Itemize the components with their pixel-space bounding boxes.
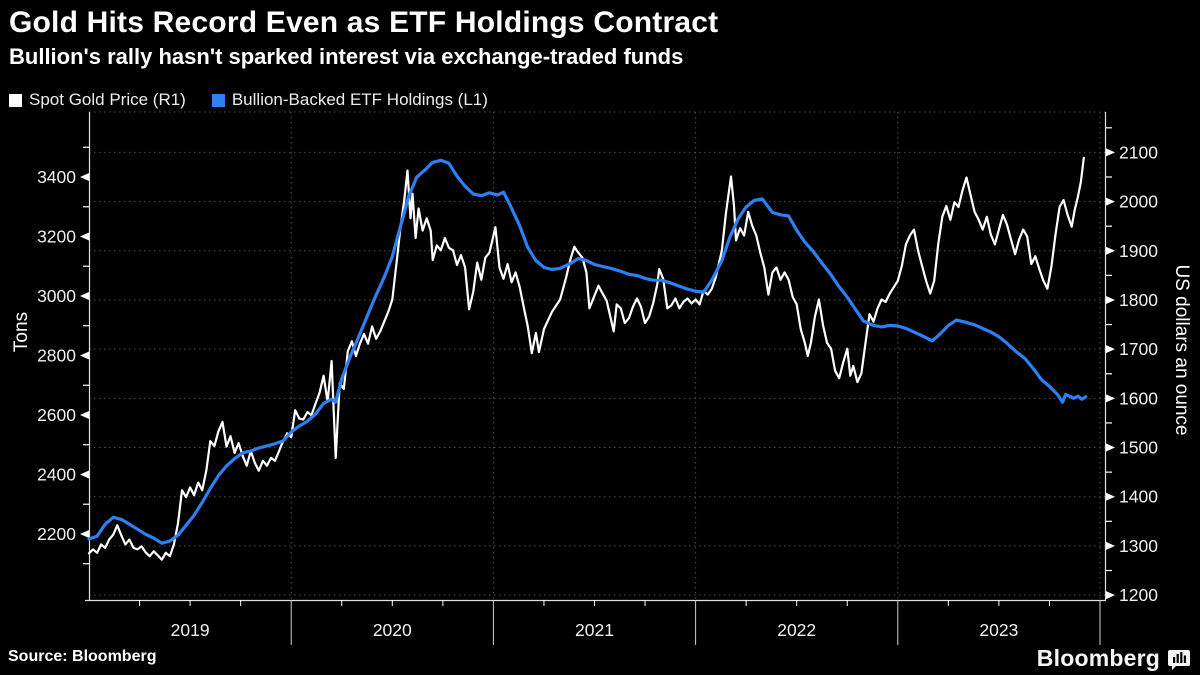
- right-axis-major-tick: [1106, 394, 1115, 403]
- etf-holdings-line: [87, 158, 1088, 545]
- chart-title: Gold Hits Record Even as ETF Holdings Co…: [9, 6, 719, 39]
- bloomberg-chart-bars-icon: [1168, 649, 1190, 670]
- left-axis-tick-label: 2400: [37, 464, 76, 484]
- right-axis-tick-label: 1900: [1119, 241, 1158, 261]
- left-axis-tick-label: 2600: [37, 405, 76, 425]
- left-axis-tick-label: 3400: [37, 167, 76, 187]
- right-axis-major-tick: [1106, 295, 1115, 304]
- x-axis-year-label: 2019: [171, 620, 210, 640]
- left-axis-major-tick: [80, 410, 89, 419]
- legend: Spot Gold Price (R1) Bullion-Backed ETF …: [9, 90, 488, 110]
- right-axis-title: US dollars an ounce: [1171, 264, 1192, 435]
- right-axis-tick-label: 2100: [1119, 142, 1158, 162]
- left-axis-tick-label: 2200: [37, 524, 76, 544]
- left-axis-title: Tons: [11, 312, 32, 352]
- left-axis-major-tick: [80, 232, 89, 241]
- right-axis-tick-label: 1500: [1119, 438, 1158, 458]
- right-axis-major-tick: [1106, 541, 1115, 550]
- legend-label-etf-holdings: Bullion-Backed ETF Holdings (L1): [231, 90, 488, 109]
- left-axis-tick-label: 3000: [37, 286, 76, 306]
- right-axis-tick-label: 1600: [1119, 388, 1158, 408]
- right-axis-major-tick: [1106, 148, 1115, 157]
- right-axis-major-tick: [1106, 591, 1115, 600]
- bloomberg-logo-text: Bloomberg: [1036, 645, 1160, 671]
- chart-subtitle: Bullion's rally hasn't sparked interest …: [9, 44, 684, 69]
- left-axis-major-tick: [80, 291, 89, 300]
- legend-label-spot-gold: Spot Gold Price (R1): [29, 90, 186, 109]
- x-axis-year-label: 2022: [777, 620, 816, 640]
- right-axis-tick-label: 1400: [1119, 487, 1158, 507]
- right-axis-major-tick: [1106, 443, 1115, 452]
- left-axis-major-tick: [80, 173, 89, 181]
- left-axis-major-tick: [80, 351, 89, 360]
- left-axis-major-tick: [80, 470, 89, 479]
- right-axis-major-tick: [1106, 345, 1115, 354]
- source-note: Source: Bloomberg: [8, 648, 157, 665]
- legend-item-spot-gold: Spot Gold Price (R1): [9, 90, 186, 110]
- right-axis-tick-label: 1300: [1119, 536, 1158, 556]
- x-axis-year-label: 2023: [979, 620, 1018, 640]
- left-axis-major-tick: [80, 529, 89, 538]
- gold-series-swatch-icon: [9, 93, 22, 107]
- legend-item-etf-holdings: Bullion-Backed ETF Holdings (L1): [211, 90, 488, 110]
- bloomberg-logo: Bloomberg: [1037, 645, 1190, 672]
- right-axis-tick-label: 2000: [1119, 192, 1158, 212]
- right-axis-major-tick: [1106, 197, 1115, 206]
- etf-series-swatch-icon: [211, 93, 225, 107]
- right-axis-tick-label: 1700: [1119, 339, 1158, 359]
- x-axis-year-label: 2020: [373, 620, 412, 640]
- right-axis-tick-label: 1800: [1119, 290, 1158, 310]
- left-axis-tick-label: 3200: [37, 226, 76, 246]
- gold-price-line: [87, 156, 1085, 561]
- right-axis-major-tick: [1106, 492, 1115, 501]
- right-axis-major-tick: [1106, 246, 1115, 255]
- left-axis-tick-label: 2800: [37, 345, 76, 365]
- right-axis-tick-label: 1200: [1119, 585, 1158, 605]
- x-axis-year-label: 2021: [575, 620, 614, 640]
